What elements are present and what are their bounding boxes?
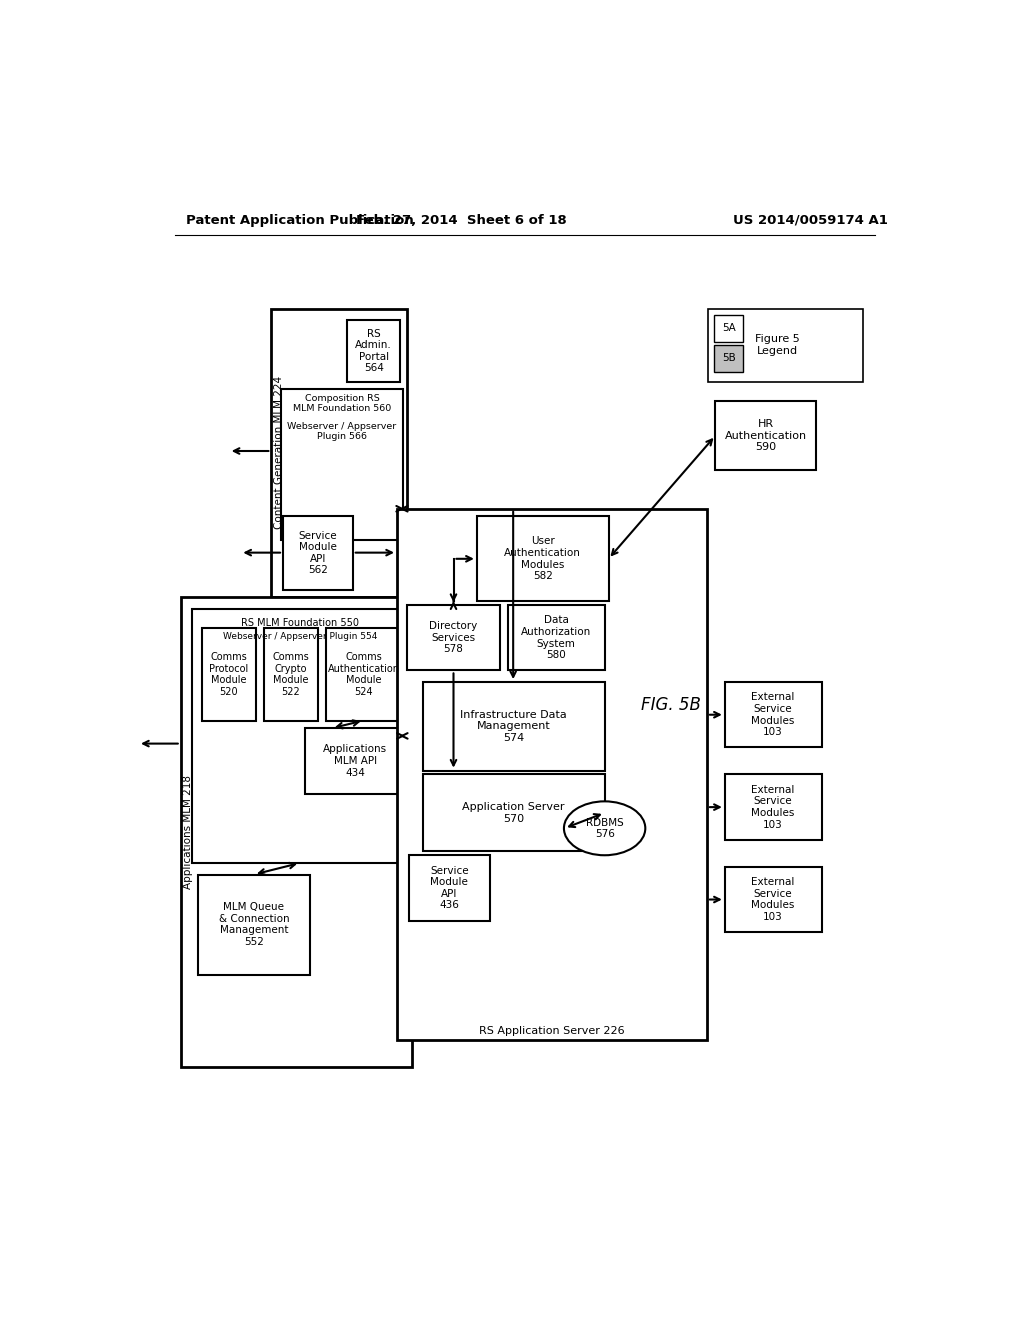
Bar [202, 628, 256, 721]
Text: Application Server
570: Application Server 570 [462, 803, 565, 824]
Bar [714, 345, 743, 372]
Text: Comms
Protocol
Module
520: Comms Protocol Module 520 [209, 652, 249, 697]
Text: Composition RS
MLM Foundation 560: Composition RS MLM Foundation 560 [293, 393, 391, 413]
Text: Infrastructure Data
Management
574: Infrastructure Data Management 574 [460, 710, 567, 743]
Bar [409, 855, 489, 921]
Bar [423, 775, 604, 851]
Text: Directory
Services
578: Directory Services 578 [429, 622, 477, 655]
Bar [326, 628, 401, 721]
Bar [508, 605, 604, 671]
Bar [263, 628, 317, 721]
Text: HR
Authentication
590: HR Authentication 590 [725, 418, 807, 453]
Text: Service
Module
API
436: Service Module API 436 [430, 866, 469, 911]
Bar [407, 605, 500, 671]
Text: Comms
Crypto
Module
522: Comms Crypto Module 522 [272, 652, 309, 697]
Bar [198, 874, 310, 974]
Text: RS
Admin.
Portal
564: RS Admin. Portal 564 [355, 329, 392, 374]
Bar [281, 389, 403, 540]
Bar [283, 516, 352, 590]
Text: Data
Authorization
System
580: Data Authorization System 580 [521, 615, 591, 660]
Text: Patent Application Publication: Patent Application Publication [186, 214, 414, 227]
Text: 5B: 5B [722, 352, 735, 363]
Bar [180, 597, 412, 1067]
Text: US 2014/0059174 A1: US 2014/0059174 A1 [732, 214, 888, 227]
Text: RS Application Server 226: RS Application Server 226 [479, 1026, 625, 1036]
Text: 5A: 5A [722, 323, 735, 333]
Bar [725, 867, 821, 932]
Bar [477, 516, 608, 601]
Text: FIG. 5B: FIG. 5B [641, 696, 700, 714]
Ellipse shape [564, 801, 645, 855]
Bar [347, 321, 400, 381]
Bar [725, 682, 821, 747]
Bar [708, 309, 862, 381]
Bar [714, 314, 743, 342]
Text: Figure 5
Legend: Figure 5 Legend [755, 334, 800, 355]
Text: Webserver / Appserver Plugin 554: Webserver / Appserver Plugin 554 [223, 632, 377, 642]
Text: Webserver / Appserver
Plugin 566: Webserver / Appserver Plugin 566 [288, 422, 396, 441]
Text: RS MLM Foundation 550: RS MLM Foundation 550 [241, 618, 359, 628]
Text: RDBMS
576: RDBMS 576 [586, 817, 624, 840]
Bar [423, 682, 604, 771]
Bar [725, 775, 821, 840]
Text: Feb. 27, 2014  Sheet 6 of 18: Feb. 27, 2014 Sheet 6 of 18 [356, 214, 566, 227]
Text: External
Service
Modules
103: External Service Modules 103 [752, 876, 795, 921]
Text: Service
Module
API
562: Service Module API 562 [299, 531, 337, 576]
Bar [193, 609, 408, 863]
Text: Applications
MLM API
434: Applications MLM API 434 [323, 744, 387, 777]
Text: Applications MLM 218: Applications MLM 218 [183, 775, 194, 890]
Text: User
Authentication
Modules
582: User Authentication Modules 582 [504, 536, 581, 581]
Text: MLM Queue
& Connection
Management
552: MLM Queue & Connection Management 552 [219, 902, 289, 946]
Bar [716, 401, 816, 470]
Text: Comms
Authentication
Module
524: Comms Authentication Module 524 [328, 652, 399, 697]
Bar [397, 508, 707, 1040]
Bar [305, 729, 406, 793]
Text: External
Service
Modules
103: External Service Modules 103 [752, 784, 795, 829]
Text: External
Service
Modules
103: External Service Modules 103 [752, 692, 795, 737]
Text: Content Generation MLM 224: Content Generation MLM 224 [274, 376, 284, 529]
Bar [271, 309, 407, 598]
